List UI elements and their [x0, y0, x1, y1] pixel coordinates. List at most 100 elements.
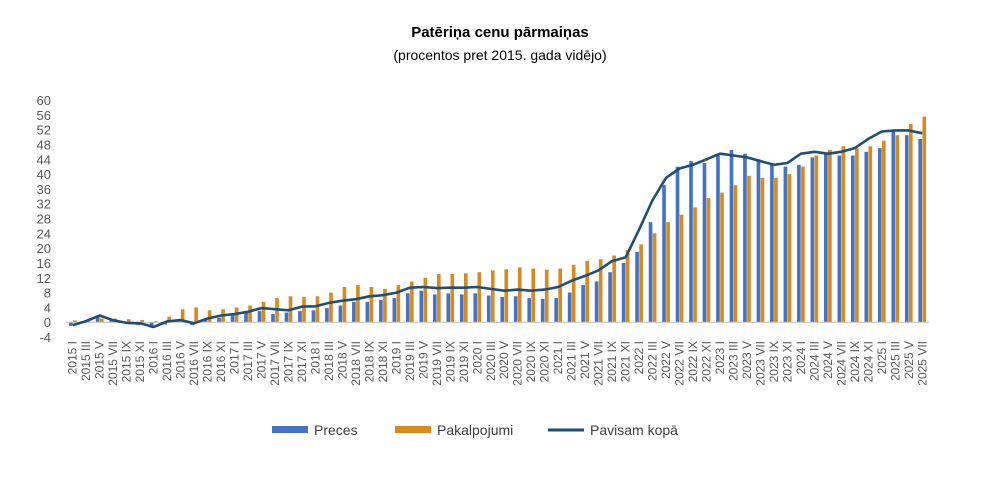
- legend-swatch-preces: [272, 426, 308, 433]
- bar-preces: [891, 131, 896, 323]
- bar-pakalpojumi: [207, 310, 212, 323]
- bar-preces: [271, 314, 275, 323]
- bar-pakalpojumi: [571, 264, 576, 323]
- y-tick-label: 48: [37, 137, 51, 152]
- bar-pakalpojumi: [558, 268, 563, 323]
- bar-preces: [810, 157, 815, 323]
- y-tick-label: -4: [39, 330, 51, 345]
- bar-preces: [567, 292, 572, 323]
- legend-item-preces[interactable]: Preces: [272, 422, 358, 438]
- x-tick-label: 2019 I: [389, 341, 403, 374]
- bar-pakalpojumi: [693, 207, 697, 323]
- bar-pakalpojumi: [760, 177, 765, 323]
- x-tick-label: 2017 III: [241, 341, 255, 381]
- chart-title: Patēriņa cenu pārmaiņas: [411, 24, 589, 41]
- bar-pakalpojumi: [356, 285, 360, 323]
- y-tick-label: 4: [44, 300, 51, 315]
- x-tick-label: 2024 IX: [848, 341, 862, 382]
- x-tick-label: 2015 III: [79, 341, 93, 381]
- x-tick-label: 2019 V: [416, 341, 430, 379]
- legend-swatch-pakalpojumi: [395, 426, 431, 433]
- bar-preces: [608, 272, 612, 323]
- x-tick-label: 2015 V: [93, 341, 107, 379]
- x-tick-label: 2015 XI: [133, 341, 147, 382]
- bar-preces: [230, 314, 235, 323]
- x-tick-label: 2015 IX: [120, 341, 134, 382]
- x-tick-label: 2021 I: [551, 341, 565, 374]
- bar-pakalpojumi: [490, 270, 495, 323]
- x-tick-label: 2016 XI: [214, 341, 228, 382]
- bar-preces: [352, 301, 356, 323]
- bar-preces: [648, 222, 653, 323]
- x-tick-label: 2020 V: [497, 341, 511, 379]
- series-preces-bars: [68, 131, 923, 328]
- bar-preces: [365, 301, 370, 323]
- bar-pakalpojumi: [153, 321, 158, 323]
- y-tick-label: 40: [37, 167, 51, 182]
- y-tick-label: 60: [37, 93, 51, 108]
- x-tick-label: 2017 VII: [268, 341, 282, 386]
- x-tick-label: 2016 I: [147, 341, 161, 374]
- x-tick-label: 2019 III: [403, 341, 417, 381]
- x-tick-label: 2021 IX: [605, 341, 619, 382]
- bar-preces: [877, 148, 882, 323]
- bar-preces: [446, 293, 451, 323]
- bar-preces: [864, 151, 869, 323]
- x-tick-label: 2016 VII: [187, 341, 201, 386]
- bar-pakalpojumi: [922, 116, 927, 323]
- bar-preces: [850, 155, 855, 323]
- bar-pakalpojumi: [679, 214, 684, 323]
- bar-pakalpojumi: [639, 244, 643, 323]
- bar-pakalpojumi: [612, 255, 616, 323]
- bar-pakalpojumi: [194, 307, 198, 323]
- bar-preces: [918, 138, 923, 323]
- bar-preces: [635, 251, 639, 323]
- bar-pakalpojumi: [302, 297, 306, 323]
- bar-pakalpojumi: [99, 318, 104, 323]
- x-tick-label: 2018 I: [308, 341, 322, 374]
- bar-preces: [581, 285, 585, 323]
- bar-pakalpojumi: [868, 146, 873, 323]
- bar-preces: [743, 153, 747, 323]
- x-tick-label: 2017 IX: [281, 341, 295, 382]
- bar-pakalpojumi: [706, 198, 711, 323]
- bar-pakalpojumi: [544, 269, 549, 323]
- bar-preces: [298, 311, 302, 323]
- bar-pakalpojumi: [450, 274, 455, 323]
- x-tick-label: 2020 III: [484, 341, 498, 381]
- legend-item-pakalpojumi[interactable]: Pakalpojumi: [395, 422, 513, 438]
- bar-pakalpojumi: [72, 320, 77, 323]
- legend-label-pakalpojumi: Pakalpojumi: [437, 422, 513, 438]
- x-tick-label: 2024 V: [821, 341, 835, 379]
- bar-preces: [662, 185, 666, 323]
- x-tick-label: 2021 VII: [592, 341, 606, 386]
- y-tick-label: 28: [37, 212, 51, 227]
- bar-preces: [419, 290, 424, 323]
- x-tick-label: 2021 XI: [619, 341, 633, 382]
- y-tick-label: 44: [37, 152, 51, 167]
- x-tick-label: 2015 I: [66, 341, 80, 374]
- y-tick-label: 0: [44, 315, 51, 330]
- x-tick-label: 2022 IX: [686, 341, 700, 382]
- bar-pakalpojumi: [410, 281, 414, 323]
- bar-preces: [473, 293, 478, 323]
- y-tick-label: 32: [37, 197, 51, 212]
- x-tick-label: 2024 III: [807, 341, 821, 381]
- bar-preces: [486, 295, 491, 323]
- bar-pakalpojumi: [477, 272, 482, 323]
- x-tick-label: 2018 XI: [376, 341, 390, 382]
- bar-pakalpojumi: [841, 146, 846, 323]
- bar-preces: [689, 161, 693, 323]
- legend-item-pavisam[interactable]: Pavisam kopā: [548, 422, 678, 438]
- y-tick-label: 12: [37, 271, 51, 286]
- x-axis: 2015 I 2015 III 2015 V 2015 VII 2015 IX 2015 …: [66, 341, 930, 386]
- x-tick-label: 2018 III: [322, 341, 336, 381]
- bar-preces: [203, 320, 208, 323]
- bar-pakalpojumi: [463, 273, 468, 323]
- bar-pakalpojumi: [180, 309, 185, 323]
- bar-preces: [716, 155, 720, 323]
- bar-preces: [500, 297, 505, 323]
- bar-preces: [729, 149, 734, 323]
- bar-preces: [797, 164, 801, 323]
